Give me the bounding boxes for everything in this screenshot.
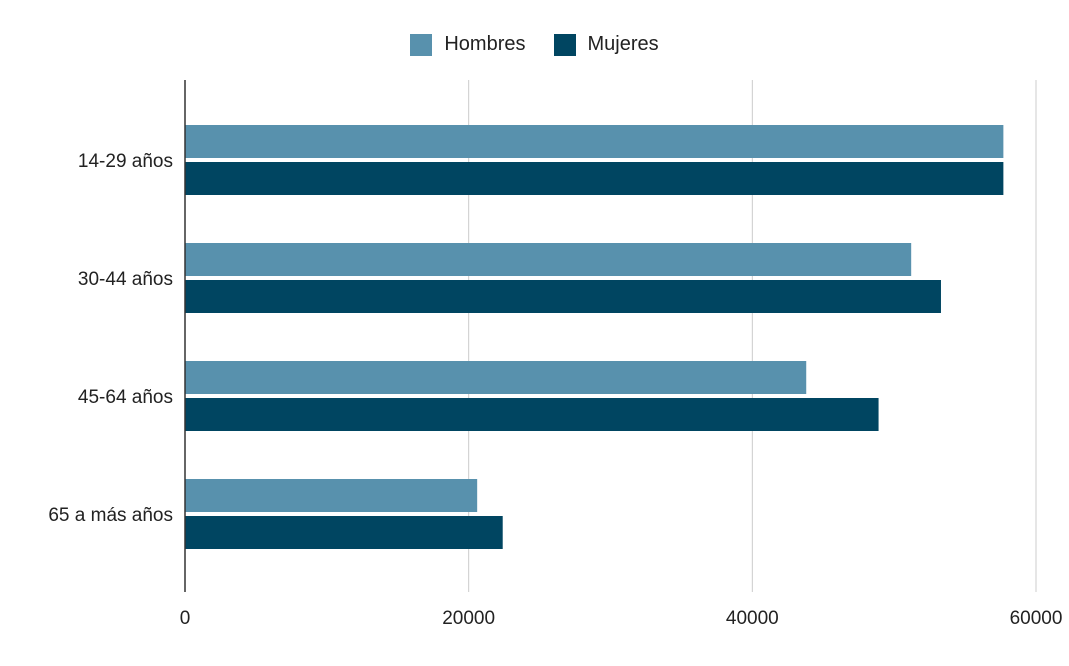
legend: Hombres Mujeres [0,33,1069,56]
x-tick-label-60000: 60000 [1010,608,1063,629]
x-tick-label-20000: 20000 [442,608,495,629]
legend-item-mujeres: Mujeres [553,33,659,56]
legend-item-hombres: Hombres [410,33,526,56]
y-category-label-3: 65 a más años [48,505,173,526]
bar-mujeres-0 [185,162,1004,195]
x-tick-label-0: 0 [180,608,191,629]
y-category-label-0: 14-29 años [78,151,173,172]
legend-swatch-hombres [410,33,433,56]
bar-hombres-1 [185,243,912,276]
bar-mujeres-3 [185,516,503,549]
bar-hombres-3 [185,479,478,512]
bar-mujeres-1 [185,280,941,313]
legend-label-mujeres: Mujeres [587,33,659,55]
legend-swatch-mujeres [553,33,576,56]
bar-mujeres-2 [185,398,879,431]
bar-hombres-2 [185,361,807,394]
legend-label-hombres: Hombres [444,33,526,55]
x-tick-label-40000: 40000 [726,608,779,629]
bar-hombres-0 [185,125,1004,158]
y-category-label-2: 45-64 años [78,387,173,408]
y-category-label-1: 30-44 años [78,269,173,290]
